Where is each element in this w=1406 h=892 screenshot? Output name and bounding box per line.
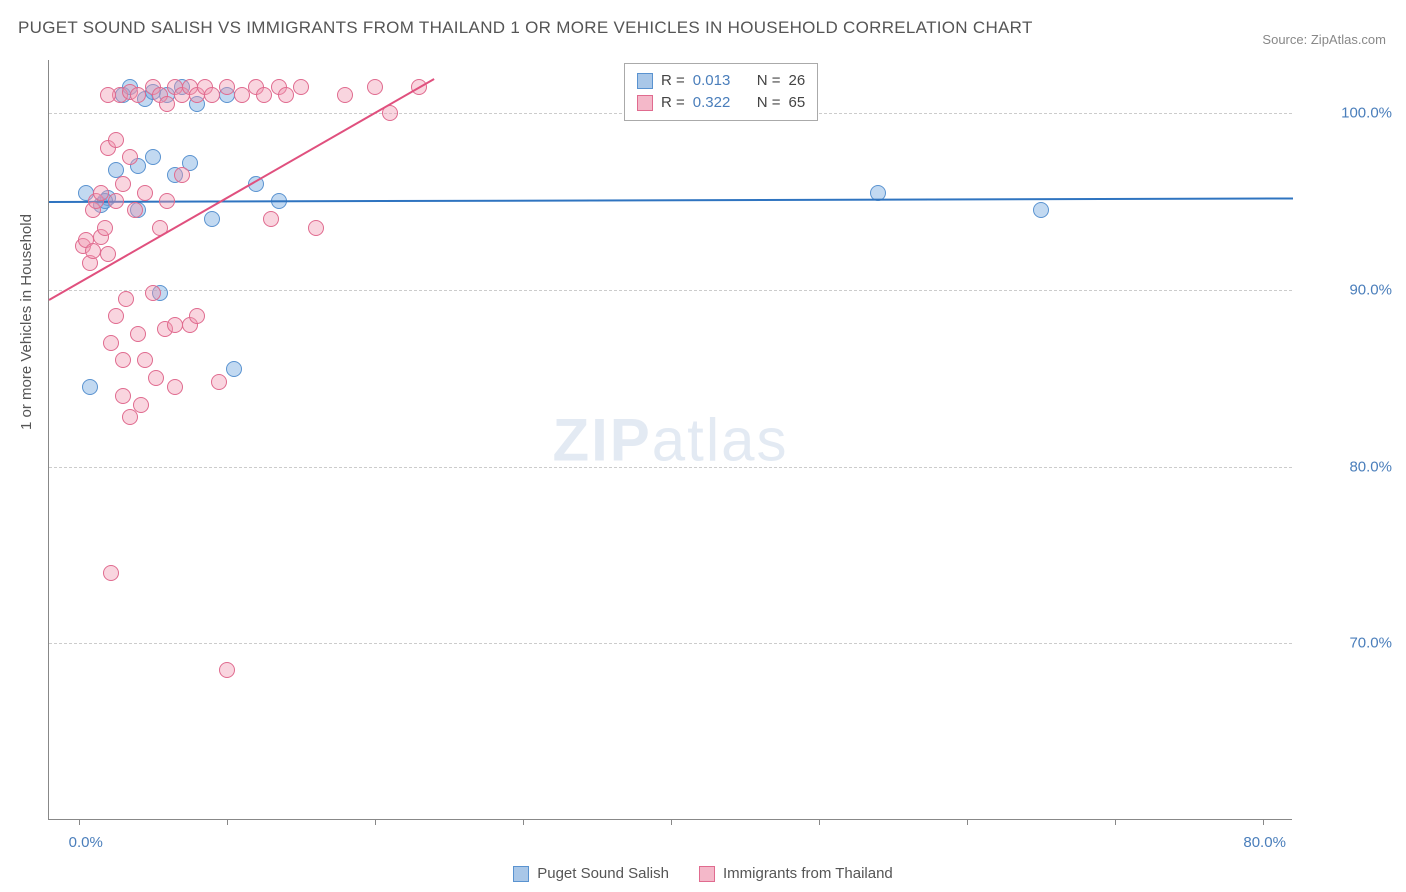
data-point <box>263 211 279 227</box>
data-point <box>256 87 272 103</box>
data-point <box>234 87 250 103</box>
chart-title: PUGET SOUND SALISH VS IMMIGRANTS FROM TH… <box>18 18 1033 38</box>
data-point <box>145 285 161 301</box>
data-point <box>82 379 98 395</box>
y-tick-label: 80.0% <box>1302 458 1392 475</box>
source-site: ZipAtlas.com <box>1311 32 1386 47</box>
trend-line <box>49 198 1293 204</box>
data-point <box>278 87 294 103</box>
source-attribution: Source: ZipAtlas.com <box>1262 32 1386 47</box>
data-point <box>108 132 124 148</box>
data-point <box>118 291 134 307</box>
watermark: ZIPatlas <box>552 405 788 474</box>
legend-row: R = 0.013 N = 26 <box>637 70 805 92</box>
data-point <box>148 370 164 386</box>
data-point <box>308 220 324 236</box>
data-point <box>127 202 143 218</box>
data-point <box>133 397 149 413</box>
x-tick <box>967 819 968 825</box>
data-point <box>85 243 101 259</box>
legend-r-value: 0.322 <box>693 92 741 114</box>
data-point <box>145 149 161 165</box>
legend-item: Puget Sound Salish <box>513 865 669 882</box>
legend-series-name: Immigrants from Thailand <box>723 865 893 882</box>
legend-series-name: Puget Sound Salish <box>537 865 669 882</box>
watermark-bold: ZIP <box>552 406 651 473</box>
y-tick-label: 70.0% <box>1302 635 1392 652</box>
data-point <box>167 317 183 333</box>
legend-bottom: Puget Sound Salish Immigrants from Thaila… <box>0 865 1406 882</box>
data-point <box>1033 202 1049 218</box>
legend-n-label: N = <box>757 92 781 114</box>
data-point <box>115 352 131 368</box>
watermark-light: atlas <box>652 406 789 473</box>
plot-area: ZIPatlas 70.0%80.0%90.0%100.0%0.0%80.0%R… <box>48 60 1292 820</box>
data-point <box>159 96 175 112</box>
x-tick-label-left: 0.0% <box>69 834 103 851</box>
data-point <box>130 326 146 342</box>
data-point <box>337 87 353 103</box>
legend-n-value: 26 <box>789 70 806 92</box>
data-point <box>211 374 227 390</box>
x-tick <box>79 819 80 825</box>
data-point <box>167 379 183 395</box>
legend-r-value: 0.013 <box>693 70 741 92</box>
data-point <box>103 335 119 351</box>
data-point <box>204 87 220 103</box>
data-point <box>189 308 205 324</box>
x-tick <box>227 819 228 825</box>
data-point <box>137 352 153 368</box>
data-point <box>122 149 138 165</box>
legend-row: R = 0.322 N = 65 <box>637 92 805 114</box>
legend-swatch <box>513 866 529 882</box>
grid-line-h <box>49 290 1292 291</box>
data-point <box>108 308 124 324</box>
x-tick <box>1263 819 1264 825</box>
y-tick-label: 100.0% <box>1302 105 1392 122</box>
data-point <box>100 87 116 103</box>
legend-r-label: R = <box>661 70 685 92</box>
source-label: Source: <box>1262 32 1307 47</box>
data-point <box>137 185 153 201</box>
data-point <box>219 662 235 678</box>
data-point <box>159 193 175 209</box>
legend-n-label: N = <box>757 70 781 92</box>
data-point <box>174 167 190 183</box>
legend-swatch <box>699 866 715 882</box>
data-point <box>367 79 383 95</box>
data-point <box>97 220 113 236</box>
legend-correlation-box: R = 0.013 N = 26 R = 0.322 N = 65 <box>624 63 818 121</box>
data-point <box>108 193 124 209</box>
data-point <box>130 87 146 103</box>
grid-line-h <box>49 467 1292 468</box>
x-tick <box>819 819 820 825</box>
y-axis-title: 1 or more Vehicles in Household <box>18 214 35 430</box>
x-tick-label-right: 80.0% <box>1243 834 1286 851</box>
legend-n-value: 65 <box>789 92 806 114</box>
legend-r-label: R = <box>661 92 685 114</box>
legend-swatch <box>637 73 653 89</box>
data-point <box>293 79 309 95</box>
data-point <box>204 211 220 227</box>
data-point <box>100 246 116 262</box>
data-point <box>219 79 235 95</box>
data-point <box>93 185 109 201</box>
grid-line-h <box>49 643 1292 644</box>
x-tick <box>523 819 524 825</box>
x-tick <box>671 819 672 825</box>
data-point <box>115 176 131 192</box>
legend-swatch <box>637 95 653 111</box>
data-point <box>115 388 131 404</box>
data-point <box>103 565 119 581</box>
x-tick <box>375 819 376 825</box>
legend-item: Immigrants from Thailand <box>699 865 893 882</box>
data-point <box>226 361 242 377</box>
x-tick <box>1115 819 1116 825</box>
y-tick-label: 90.0% <box>1302 281 1392 298</box>
